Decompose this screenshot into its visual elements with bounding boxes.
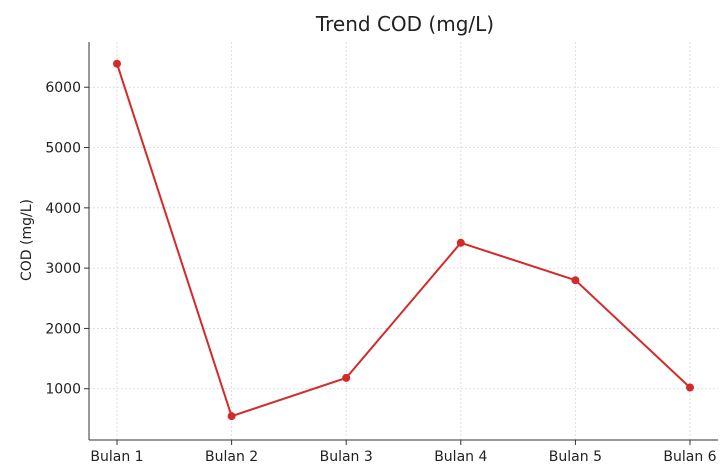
y-tick-label: 3000 <box>45 261 81 277</box>
y-axis-label: COD (mg/L) <box>19 199 35 281</box>
y-tick-label: 6000 <box>45 80 81 96</box>
x-tick-label: Bulan 6 <box>663 449 716 465</box>
data-point-marker <box>342 373 351 382</box>
tick-labels: 1000 2000 3000 4000 5000 6000 Bulan 1 Bulan 2 Bu… <box>45 80 716 465</box>
axes <box>88 42 718 441</box>
series <box>113 59 694 421</box>
x-tick-label: Bulan 4 <box>434 449 487 465</box>
data-point-marker <box>571 276 580 285</box>
y-tick-label: 4000 <box>45 201 81 217</box>
data-point-marker <box>227 412 236 421</box>
x-tick-label: Bulan 3 <box>320 449 373 465</box>
x-tick-label: Bulan 5 <box>549 449 602 465</box>
y-tick-label: 1000 <box>45 382 81 398</box>
data-point-marker <box>113 59 121 68</box>
data-point-marker <box>456 238 465 247</box>
y-tick-label: 2000 <box>45 321 81 337</box>
y-tick-label: 5000 <box>45 141 81 157</box>
chart-title: Trend COD (mg/L) <box>315 12 494 36</box>
x-tick-label: Bulan 1 <box>90 449 143 465</box>
series-line <box>116 63 691 418</box>
x-tick-label: Bulan 2 <box>205 449 258 465</box>
grid <box>89 42 718 440</box>
data-point-marker <box>686 383 694 392</box>
